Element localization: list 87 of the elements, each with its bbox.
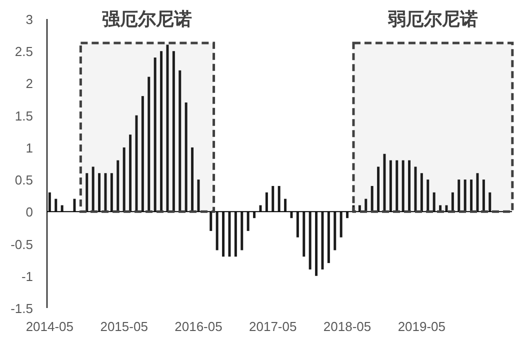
- bar: [334, 212, 336, 250]
- bar: [426, 180, 430, 212]
- y-tick-label: -0.5: [10, 236, 33, 252]
- bar: [122, 147, 126, 212]
- bar: [364, 198, 368, 212]
- bar: [104, 173, 107, 212]
- y-tick-label: 3: [26, 12, 33, 27]
- bar: [439, 205, 442, 212]
- bar: [160, 51, 163, 212]
- bar: [340, 212, 342, 238]
- bar: [246, 212, 250, 231]
- bar: [240, 212, 244, 250]
- bar: [389, 160, 392, 212]
- bar: [464, 180, 466, 212]
- bar: [48, 192, 51, 212]
- bar: [488, 192, 492, 212]
- bar: [278, 186, 280, 212]
- bar: [402, 160, 404, 212]
- bar: [302, 212, 306, 257]
- bar: [129, 134, 132, 212]
- bar: [222, 212, 225, 257]
- y-tick-label: 1: [26, 140, 33, 156]
- y-tick-label: 2.5: [14, 44, 33, 60]
- bar: [234, 212, 237, 257]
- y-tick-label: -1: [21, 268, 33, 284]
- bar: [116, 160, 120, 212]
- bar: [327, 212, 330, 264]
- y-tick-label: 2: [26, 76, 33, 92]
- bar: [377, 166, 380, 212]
- bar: [172, 51, 175, 212]
- bar: [178, 70, 182, 212]
- bar: [482, 180, 485, 212]
- bar: [191, 147, 194, 212]
- bar: [184, 102, 188, 212]
- bar: [408, 160, 411, 212]
- bar: [414, 166, 417, 212]
- bar: [54, 198, 58, 212]
- bar: [315, 212, 318, 276]
- bar: [210, 212, 212, 231]
- bar: [308, 212, 312, 270]
- bar: [296, 212, 299, 238]
- bar: [284, 198, 287, 212]
- bar: [451, 192, 454, 212]
- bar: [92, 166, 94, 212]
- y-tick-label: 0: [26, 204, 33, 220]
- x-tick-label: 2016-05: [174, 319, 222, 334]
- x-tick-label: 2019-05: [398, 319, 446, 334]
- bar: [476, 173, 479, 212]
- bar: [98, 173, 101, 212]
- bar: [73, 198, 76, 212]
- bar: [352, 205, 355, 212]
- bar: [396, 160, 398, 212]
- bar: [216, 212, 218, 250]
- bar: [154, 58, 156, 212]
- bar: [346, 212, 349, 218]
- bar: [321, 212, 324, 270]
- x-tick-label: 2018-05: [323, 319, 372, 334]
- bar: [265, 192, 268, 212]
- bar: [420, 173, 423, 212]
- bar: [272, 186, 274, 212]
- bar: [60, 205, 64, 212]
- bar: [86, 173, 88, 212]
- band-label: 强厄尔尼诺: [102, 9, 192, 29]
- bar: [135, 115, 138, 212]
- bar: [358, 205, 361, 212]
- band-label: 弱厄尔尼诺: [386, 9, 478, 29]
- bar: [290, 212, 293, 218]
- y-tick-label: -1.5: [10, 301, 33, 316]
- bar: [445, 205, 448, 212]
- bar: [370, 186, 374, 212]
- y-tick-label: 1.5: [14, 108, 33, 124]
- x-tick-label: 2017-05: [249, 319, 297, 334]
- bar: [110, 173, 113, 212]
- bar: [470, 180, 473, 212]
- bar: [141, 96, 144, 212]
- bar: [166, 44, 169, 212]
- bar: [259, 205, 262, 212]
- bar: [458, 180, 460, 212]
- bar: [197, 180, 200, 212]
- x-tick-label: 2014-05: [26, 319, 74, 334]
- bar: [383, 154, 386, 212]
- x-tick-label: 2015-05: [100, 319, 148, 334]
- bar: [148, 76, 150, 212]
- bar: [253, 212, 256, 218]
- y-tick-label: 0.5: [14, 172, 33, 188]
- bar: [432, 192, 436, 212]
- bar: [228, 212, 231, 257]
